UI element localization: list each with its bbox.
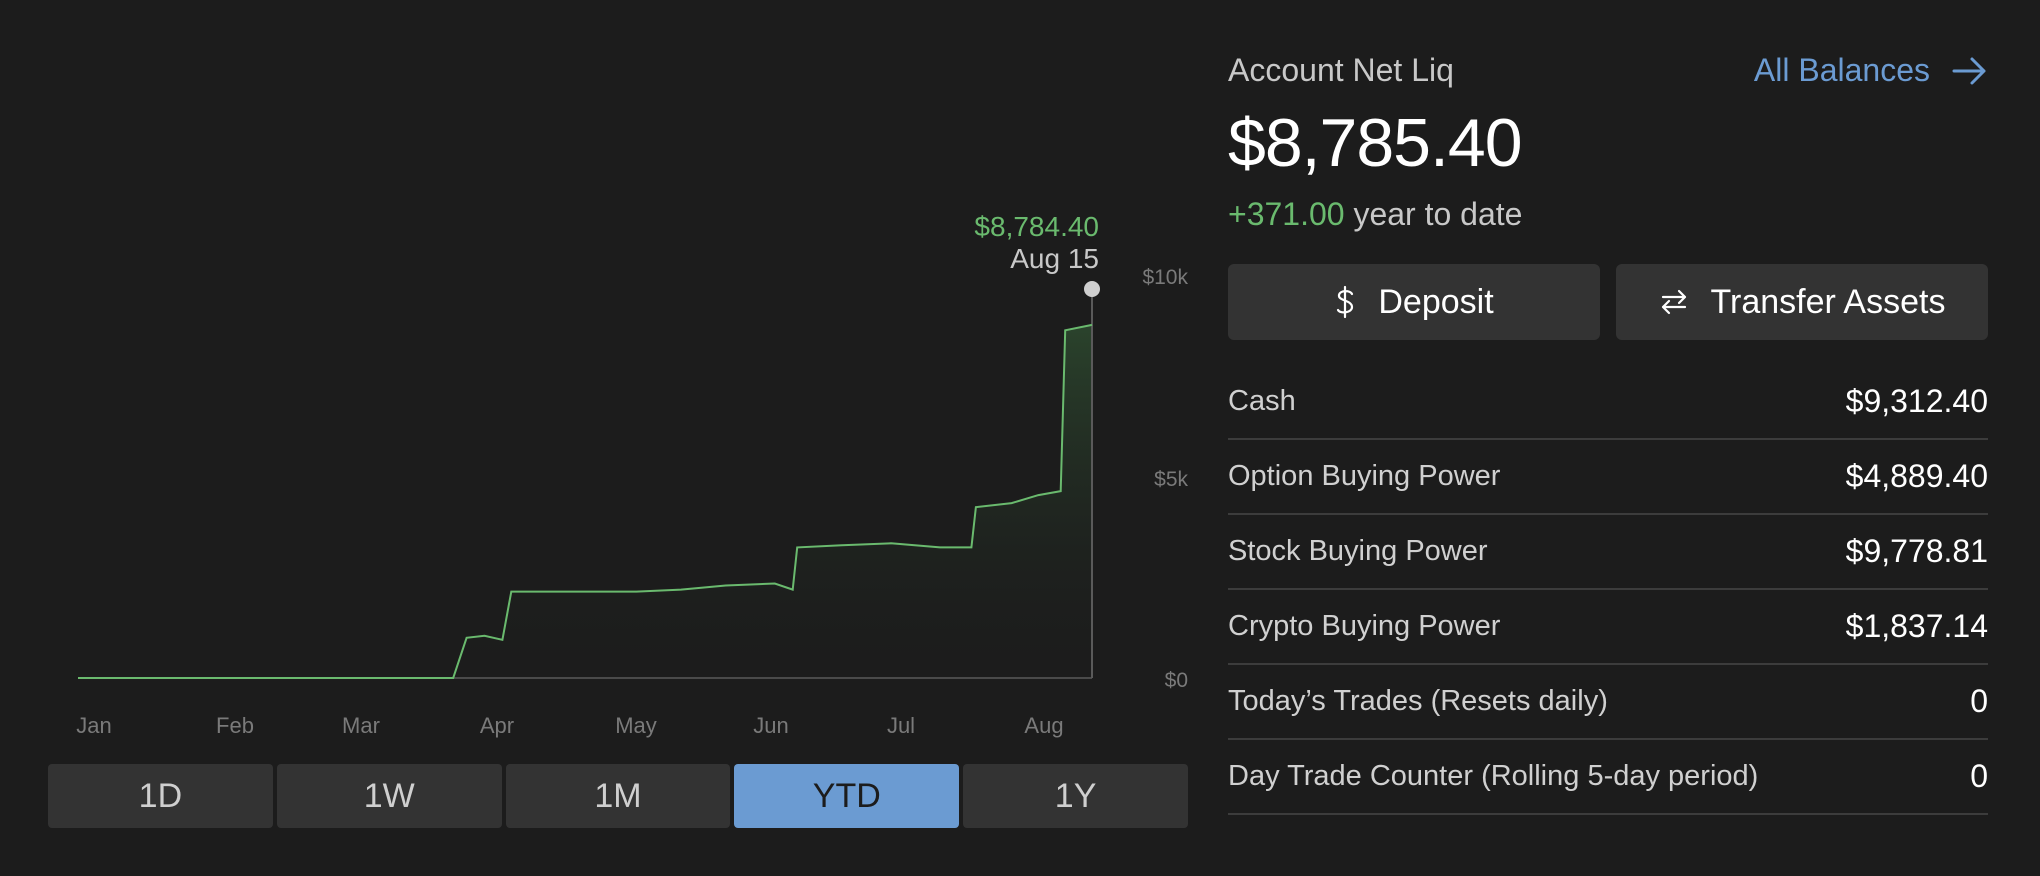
chart-area-fill	[78, 324, 1092, 678]
y-tick-label: $10k	[1142, 266, 1188, 289]
balance-row-todays-trades: Today’s Trades (Resets daily) 0	[1228, 665, 1988, 740]
balance-row-stock-buying-power: Stock Buying Power $9,778.81	[1228, 515, 1988, 590]
all-balances-link[interactable]: All Balances	[1754, 52, 1988, 89]
x-tick-label: Aug	[1024, 713, 1063, 738]
chart-tooltip-value: $8,784.40	[974, 211, 1099, 242]
balance-value: 0	[1970, 758, 1988, 794]
x-tick-label: May	[615, 713, 657, 738]
chart-cursor-dot[interactable]	[1084, 281, 1100, 297]
arrow-right-icon	[1952, 57, 1986, 84]
ytd-change-line: +371.00 year to date	[1228, 196, 1522, 233]
x-tick-label: Jan	[76, 713, 111, 738]
transfer-assets-button[interactable]: Transfer Assets	[1616, 264, 1988, 340]
balance-label: Option Buying Power	[1228, 460, 1501, 492]
balance-label: Crypto Buying Power	[1228, 610, 1501, 642]
net-liq-label: Account Net Liq	[1228, 52, 1454, 88]
account-panel: Account Net Liq All Balances $8,785.40 +…	[1228, 0, 1988, 876]
y-tick-label: $5k	[1154, 468, 1188, 491]
balance-row-crypto-buying-power: Crypto Buying Power $1,837.14	[1228, 590, 1988, 665]
range-1w-button[interactable]: 1W	[276, 764, 502, 828]
balance-label: Today’s Trades (Resets daily)	[1228, 685, 1608, 717]
balance-row-option-buying-power: Option Buying Power $4,889.40	[1228, 440, 1988, 515]
range-1y-button[interactable]: 1Y	[963, 764, 1188, 828]
balance-value: $4,889.40	[1845, 458, 1988, 494]
range-1d-button[interactable]: 1D	[48, 764, 273, 828]
balance-label: Day Trade Counter (Rolling 5-day period)	[1228, 760, 1759, 792]
x-tick-label: Apr	[480, 713, 514, 738]
deposit-button[interactable]: Deposit	[1228, 264, 1600, 340]
deposit-label: Deposit	[1378, 282, 1494, 321]
balance-value: $9,778.81	[1845, 533, 1988, 569]
balance-row-day-trade-counter: Day Trade Counter (Rolling 5-day period)…	[1228, 740, 1988, 815]
dollar-icon	[1334, 285, 1356, 319]
x-tick-label: Mar	[342, 713, 380, 738]
all-balances-label: All Balances	[1753, 52, 1930, 88]
ytd-change-amount: +371.00	[1228, 196, 1345, 232]
net-liq-chart: Jan Feb Mar Apr May Jun Jul Aug $10k $5k $0 $8,784…	[48, 211, 1188, 828]
balances-list: Cash $9,312.40 Option Buying Power $4,88…	[1228, 365, 1988, 815]
transfer-assets-label: Transfer Assets	[1710, 282, 1946, 321]
time-range-selector: 1D 1W 1M YTD 1Y	[48, 764, 1188, 828]
x-tick-label: Feb	[216, 713, 254, 738]
balance-value: $1,837.14	[1845, 608, 1988, 644]
ytd-change-suffix: year to date	[1353, 196, 1523, 232]
x-tick-label: Jun	[753, 713, 788, 738]
balance-label: Cash	[1228, 385, 1296, 417]
balance-value: 0	[1970, 683, 1988, 719]
x-tick-label: Jul	[887, 713, 915, 738]
range-ytd-button[interactable]: YTD	[734, 764, 960, 828]
range-1m-button[interactable]: 1M	[505, 764, 731, 828]
account-actions: Deposit Transfer Assets	[1228, 264, 1988, 340]
chart-svg: Jan Feb Mar Apr May Jun Jul Aug $10k $5k $0 $8,784…	[76, 211, 1188, 738]
balance-value: $9,312.40	[1845, 383, 1988, 419]
transfer-arrows-icon	[1659, 287, 1689, 317]
balance-row-cash: Cash $9,312.40	[1228, 365, 1988, 440]
y-tick-label: $0	[1165, 669, 1188, 692]
chart-tooltip-date: Aug 15	[1010, 243, 1099, 274]
net-liq-value: $8,785.40	[1228, 105, 1523, 181]
balance-label: Stock Buying Power	[1228, 535, 1488, 567]
chart-series-line	[78, 323, 1093, 679]
